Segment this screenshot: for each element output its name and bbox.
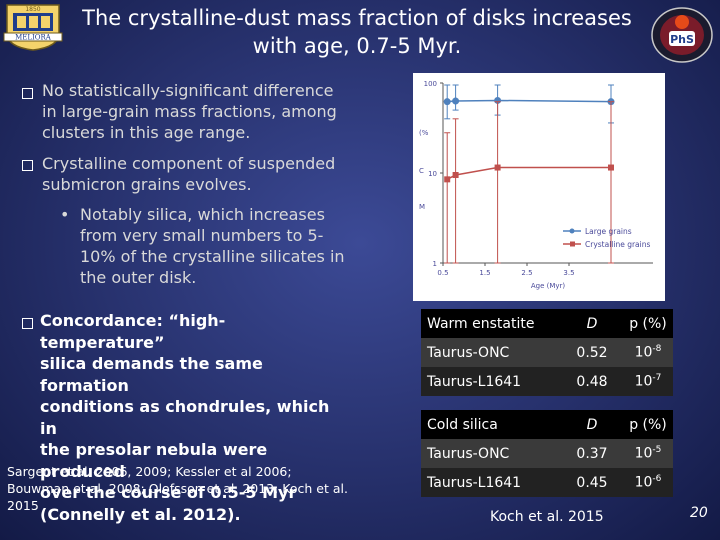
enstatite-row-2-name: Taurus-L1641: [421, 367, 561, 396]
enstatite-row-2-p-exp: -7: [652, 373, 662, 384]
table-row: Taurus-ONC 0.37 10-5: [421, 439, 673, 468]
y-tick-label: 1: [433, 260, 437, 268]
data-point: [494, 96, 502, 104]
sub-bullet-marker: •: [60, 205, 70, 224]
slide-title: The crystalline-dust mass fraction of di…: [62, 4, 652, 60]
silica-row-2-p-exp: -6: [652, 474, 662, 485]
y-tick-label: 100: [424, 80, 437, 88]
sub-bullet-line-1: Notably silica, which increases: [80, 205, 325, 224]
sub-bullet-line-3: 10% of the crystalline silicates in: [80, 247, 345, 266]
silica-header-name: Cold silica: [421, 410, 561, 439]
seal-banner-text: MELIORA: [15, 34, 52, 42]
enstatite-row-2-d: 0.48: [561, 367, 617, 396]
institute-logo: PhS: [651, 7, 713, 63]
series-line-1: [446, 166, 611, 181]
data-point: [452, 172, 459, 179]
legend-swatch-marker: [570, 241, 575, 247]
sub-bullet-line-4: the outer disk.: [80, 268, 197, 287]
page-number: 20: [690, 505, 708, 521]
legend-label: Crystalline grains: [585, 240, 650, 249]
sub-bullet-line-2: from very small numbers to 5-: [80, 226, 324, 245]
x-axis-label: Age (Myr): [531, 282, 566, 290]
conclusion-line-5: over the course of 0.5-5 Myr: [40, 483, 297, 502]
institute-logo-text: PhS: [670, 33, 694, 46]
silica-row-1-p: 10-5: [617, 439, 673, 468]
enstatite-table: Warm enstatite D p (%) Taurus-ONC 0.52 1…: [421, 309, 673, 396]
conclusion-line-6: (Connelly et al. 2012).: [40, 504, 241, 524]
seal-year-text: 1850: [25, 6, 40, 13]
bullet-marker-1: [22, 88, 33, 99]
enstatite-row-2-p-base: 10: [634, 373, 653, 390]
enstatite-row-1-p-base: 10: [634, 344, 653, 361]
slide-title-line-1: The crystalline-dust mass fraction of di…: [82, 6, 632, 30]
table-row: Taurus-L1641 0.45 10-6: [421, 468, 673, 497]
table-row: Taurus-L1641 0.48 10-7: [421, 367, 673, 396]
enstatite-row-1-d: 0.52: [561, 338, 617, 367]
y-axis-label-fragment: C: [419, 167, 424, 175]
bullet-marker-3: [22, 318, 33, 329]
enstatite-header-row: Warm enstatite D p (%): [421, 309, 673, 338]
silica-header-d: D: [561, 410, 617, 439]
references-line-2: Bouwman et al. 2008; Olofsson et al. 201…: [7, 481, 348, 496]
silica-row-2-p-base: 10: [634, 474, 653, 491]
chart-panel: 100 10 1 0.5 1.5 2.5 3.5 Age (Myr) (% C M Large gra…: [413, 73, 665, 301]
age-chart: 100 10 10.5 1.5 2.5 3.5 Age (Myr) (% C M Large gra…: [419, 80, 653, 290]
enstatite-row-1-p: 10-8: [617, 338, 673, 367]
x-tick-label: 1.5: [479, 269, 490, 277]
silica-row-1-p-base: 10: [634, 445, 653, 462]
silica-header-p: p (%): [617, 410, 673, 439]
bullet-2: Crystalline component of suspended submi…: [42, 153, 362, 195]
conclusion-line-1: Concordance: “high-temperature”: [40, 311, 226, 352]
enstatite-header-p: p (%): [617, 309, 673, 338]
silica-row-2-name: Taurus-L1641: [421, 468, 561, 497]
enstatite-row-1-p-exp: -8: [652, 344, 662, 355]
table-row: Taurus-ONC 0.52 10-8: [421, 338, 673, 367]
bullet-1-line-1: No statistically-significant difference: [42, 81, 334, 100]
references-line-1: Sargent et al. 2006, 2009; Kessler et al…: [7, 464, 292, 479]
x-tick-label: 0.5: [437, 269, 448, 277]
enstatite-header-d: D: [561, 309, 617, 338]
bullet-2-line-2: submicron grains evolves.: [42, 175, 252, 194]
silica-row-2-p: 10-6: [617, 468, 673, 497]
silica-header-row: Cold silica D p (%): [421, 410, 673, 439]
y-axis-label-fragment: (%: [419, 129, 429, 137]
y-axis-label-fragment: M: [419, 203, 425, 211]
silica-row-1-d: 0.37: [561, 439, 617, 468]
bullet-1-line-2: in large-grain mass fractions, among: [42, 102, 337, 121]
y-tick-label: 10: [428, 170, 437, 178]
conclusion-line-2: silica demands the same formation: [40, 354, 263, 395]
conclusion-bullet: Concordance: “high-temperature” silica d…: [40, 310, 340, 525]
references-line-3: 2015: [7, 498, 39, 513]
silica-row-1-p-exp: -5: [652, 445, 662, 456]
university-seal-logo: 1850 MELIORA: [3, 4, 63, 51]
bullet-2-line-1: Crystalline component of suspended: [42, 154, 336, 173]
conclusion-line-3: conditions as chondrules, which in: [40, 397, 330, 438]
silica-table: Cold silica D p (%) Taurus-ONC 0.37 10-5…: [421, 410, 673, 497]
enstatite-header-name: Warm enstatite: [421, 309, 561, 338]
legend-swatch-marker: [569, 228, 575, 234]
data-point: [608, 164, 614, 171]
enstatite-row-1-name: Taurus-ONC: [421, 338, 561, 367]
silica-row-1-name: Taurus-ONC: [421, 439, 561, 468]
data-point: [443, 98, 451, 106]
data-point: [452, 97, 460, 105]
conclusion-line-4: the presolar nebula were produced: [40, 440, 268, 481]
series-line-0: [447, 99, 612, 103]
bullet-1: No statistically-significant difference …: [42, 80, 362, 143]
slide-title-line-2: with age, 0.7-5 Myr.: [252, 34, 462, 58]
sub-bullet: Notably silica, which increases from ver…: [80, 204, 370, 288]
legend-label: Large grains: [585, 227, 632, 236]
data-point: [494, 164, 501, 171]
silica-row-2-d: 0.45: [561, 468, 617, 497]
footer-citation: Koch et al. 2015: [490, 509, 604, 525]
references: Sargent et al. 2006, 2009; Kessler et al…: [7, 463, 367, 514]
x-tick-label: 2.5: [521, 269, 532, 277]
x-tick-label: 3.5: [563, 269, 574, 277]
enstatite-row-2-p: 10-7: [617, 367, 673, 396]
data-point: [444, 176, 451, 183]
bullet-marker-2: [22, 160, 33, 171]
bullet-1-line-3: clusters in this age range.: [42, 123, 251, 142]
